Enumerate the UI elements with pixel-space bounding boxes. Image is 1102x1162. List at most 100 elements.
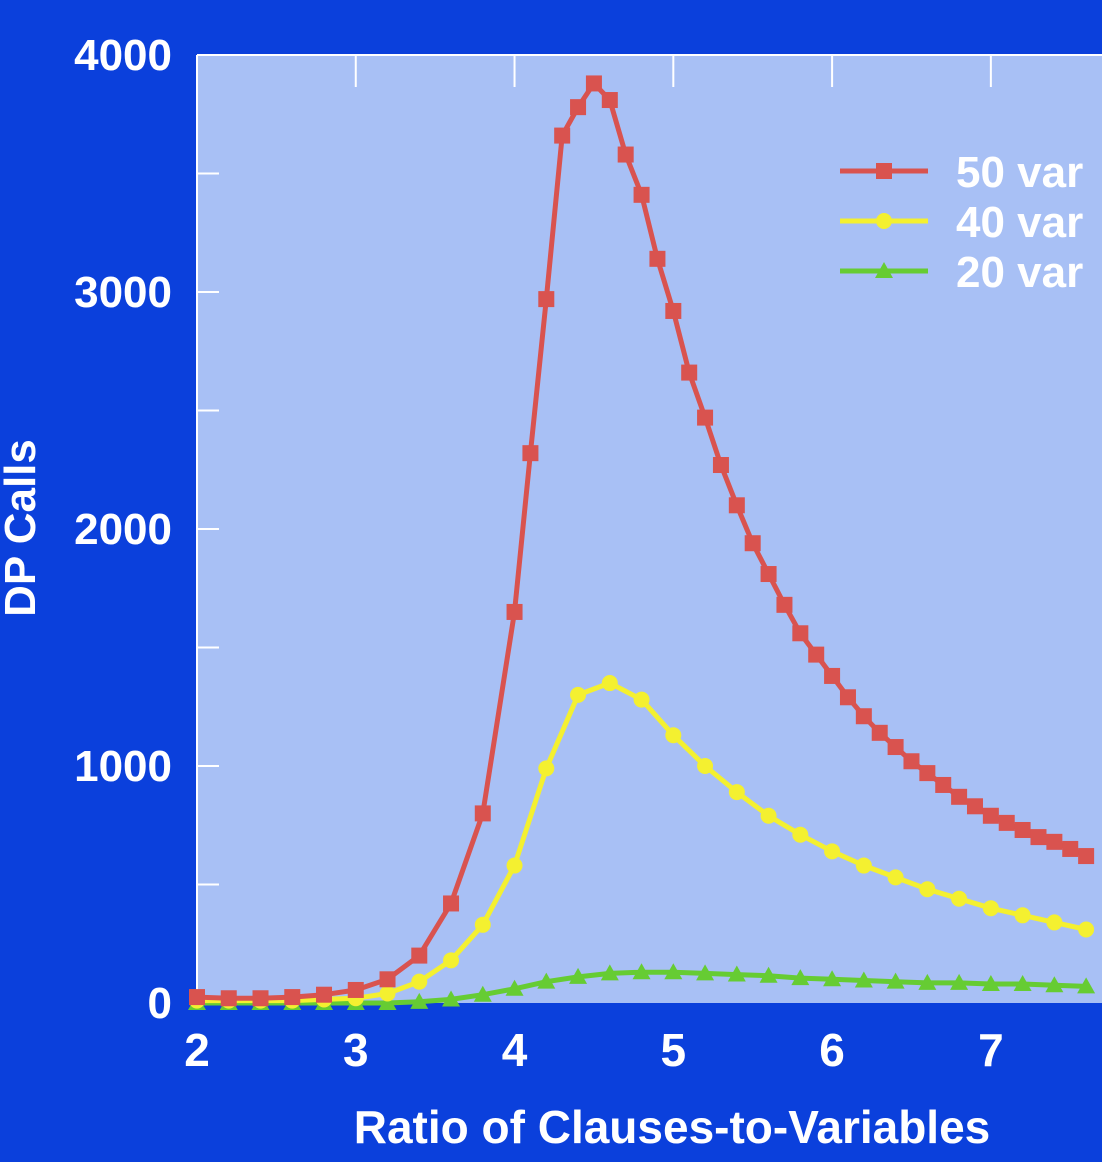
data-point-50-var (316, 986, 333, 1003)
data-point-50-var (601, 92, 618, 109)
data-point-40-var (728, 784, 745, 801)
data-point-50-var (776, 596, 793, 613)
legend-marker (876, 213, 892, 229)
x-tick-label: 4 (502, 1024, 528, 1076)
y-tick-label: 1000 (74, 742, 172, 791)
x-tick-label: 5 (661, 1024, 687, 1076)
data-point-40-var (1014, 907, 1031, 924)
data-point-50-var (728, 497, 745, 514)
x-axis-title: Ratio of Clauses-to-Variables (354, 1101, 991, 1153)
data-point-40-var (760, 807, 777, 824)
data-point-50-var (887, 739, 904, 756)
data-point-20-var (410, 992, 429, 1009)
data-point-20-var (727, 965, 746, 982)
y-tick-label: 3000 (74, 268, 172, 317)
data-point-50-var (347, 981, 364, 998)
x-tick-label: 6 (819, 1024, 845, 1076)
data-point-50-var (522, 445, 539, 462)
data-point-20-var (791, 969, 810, 986)
data-point-50-var (1030, 829, 1047, 846)
data-point-40-var (506, 857, 523, 874)
data-point-50-var (903, 753, 920, 770)
data-point-50-var (474, 805, 491, 822)
data-point-20-var (632, 963, 651, 980)
y-tick-label: 0 (148, 979, 172, 1028)
data-point-40-var (855, 857, 872, 874)
data-point-50-var (1046, 833, 1063, 850)
legend-item-40-var: 40 var (840, 198, 1083, 247)
data-point-20-var (537, 972, 556, 989)
data-point-20-var (1077, 977, 1096, 994)
data-point-50-var (554, 127, 571, 144)
data-point-50-var (506, 603, 523, 620)
data-point-50-var (712, 457, 729, 474)
data-point-20-var (918, 973, 937, 990)
data-point-40-var (570, 686, 587, 703)
data-point-20-var (886, 972, 905, 989)
data-point-50-var (617, 146, 634, 163)
data-point-20-var (473, 985, 492, 1002)
data-point-40-var (665, 727, 682, 744)
legend-item-50-var: 50 var (840, 148, 1083, 197)
data-point-20-var (823, 970, 842, 987)
data-point-50-var (792, 625, 809, 642)
data-point-20-var (1013, 975, 1032, 992)
plot-area (197, 55, 1102, 1003)
data-point-20-var (664, 963, 683, 980)
data-point-50-var (966, 798, 983, 815)
legend-marker (876, 163, 892, 179)
data-point-50-var (982, 807, 999, 824)
data-point-50-var (871, 724, 888, 741)
data-point-50-var (919, 765, 936, 782)
data-point-20-var (759, 966, 778, 983)
data-point-50-var (681, 364, 698, 381)
data-point-20-var (981, 975, 1000, 992)
data-point-50-var (1062, 840, 1079, 857)
data-point-50-var (1014, 821, 1031, 838)
data-point-40-var (443, 952, 460, 969)
data-point-20-var (378, 994, 397, 1010)
data-point-50-var (443, 895, 460, 912)
series-layer (188, 75, 1096, 1010)
data-point-20-var (1045, 976, 1064, 993)
legend-label: 40 var (956, 198, 1083, 247)
data-point-20-var (442, 990, 461, 1007)
data-point-40-var (601, 675, 618, 692)
data-point-50-var (220, 990, 237, 1007)
y-tick-label: 4000 (74, 31, 172, 80)
series-20-var (188, 963, 1096, 1010)
data-point-40-var (824, 843, 841, 860)
data-point-50-var (1078, 848, 1095, 865)
data-point-50-var (633, 186, 650, 203)
data-point-50-var (998, 814, 1015, 831)
data-point-50-var (570, 99, 587, 116)
data-point-50-var (379, 971, 396, 988)
data-point-40-var (697, 758, 714, 774)
data-point-50-var (760, 566, 777, 583)
data-point-20-var (505, 979, 524, 996)
data-point-20-var (696, 964, 715, 981)
data-point-50-var (951, 788, 968, 805)
data-point-40-var (538, 760, 555, 777)
data-point-40-var (951, 890, 968, 907)
legend-marker (875, 262, 893, 278)
data-point-50-var (824, 667, 841, 684)
data-point-20-var (950, 973, 969, 990)
data-point-50-var (538, 291, 555, 308)
data-point-50-var (935, 776, 952, 793)
y-axis-title: DP Calls (0, 439, 45, 617)
data-point-20-var (600, 964, 619, 981)
x-tick-label: 7 (978, 1024, 1004, 1076)
series-40-var (189, 675, 1095, 1009)
data-point-50-var (252, 990, 269, 1007)
legend-item-20-var: 20 var (840, 248, 1083, 297)
data-point-40-var (1046, 914, 1063, 931)
data-point-50-var (839, 689, 856, 706)
data-point-40-var (474, 916, 491, 933)
x-tick-label: 2 (184, 1024, 210, 1076)
data-point-50-var (649, 250, 666, 267)
data-point-40-var (982, 900, 999, 917)
data-point-50-var (189, 989, 205, 1006)
